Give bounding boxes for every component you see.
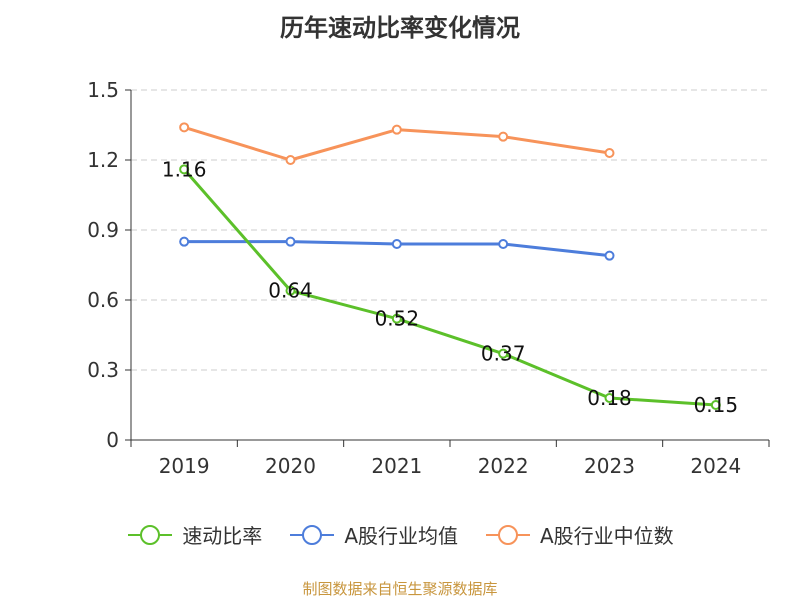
legend-marker <box>498 524 518 545</box>
data-label: 0.37 <box>481 342 526 366</box>
data-point <box>285 285 296 296</box>
x-tick-label: 2020 <box>265 454 316 478</box>
y-tick-label: 0.9 <box>87 218 119 242</box>
legend-item[interactable]: 速动比率 <box>126 520 262 549</box>
data-point <box>391 239 402 249</box>
legend-item[interactable]: A股行业中位数 <box>484 520 674 549</box>
legend: 速动比率 A股行业均值 A股行业中位数 <box>0 520 800 549</box>
legend-label: A股行业中位数 <box>540 524 674 548</box>
chart-title: 历年速动比率变化情况 <box>280 14 520 42</box>
x-tick-label: 2019 <box>159 454 210 478</box>
y-tick-label: 0.6 <box>87 288 119 312</box>
source-note: 制图数据来自恒生聚源数据库 <box>302 580 498 598</box>
legend-label: 速动比率 <box>182 524 263 548</box>
data-label: 0.15 <box>694 393 739 417</box>
legend-line-marker-icon <box>128 524 173 545</box>
series-line <box>183 168 716 407</box>
legend-label: A股行业均值 <box>344 524 458 548</box>
data-point <box>179 164 190 175</box>
data-point <box>498 348 509 359</box>
data-label: 1.16 <box>162 157 207 181</box>
y-tick-label: 1.5 <box>87 78 119 102</box>
data-point <box>604 393 615 403</box>
x-tick-label: 2022 <box>478 454 529 478</box>
data-point <box>391 124 402 135</box>
x-tick-label: 2023 <box>584 454 635 478</box>
data-point <box>179 122 190 133</box>
y-tick-label: 0 <box>106 428 119 452</box>
y-tick-label: 0.3 <box>87 358 119 382</box>
data-point <box>285 236 296 247</box>
legend-marker <box>140 524 161 545</box>
data-point <box>179 236 190 247</box>
data-point <box>604 250 615 261</box>
legend-item[interactable]: A股行业均值 <box>288 520 458 549</box>
data-point <box>710 400 721 410</box>
data-point <box>604 148 615 158</box>
data-point <box>498 239 509 249</box>
x-tick-label: 2021 <box>371 454 422 478</box>
legend-marker <box>302 524 323 545</box>
legend-line-marker-icon <box>486 524 530 545</box>
data-label: 0.64 <box>268 279 313 303</box>
data-point <box>498 131 509 142</box>
y-tick-label: 1.2 <box>87 148 119 172</box>
data-point <box>391 313 402 324</box>
data-label: 0.52 <box>375 307 420 331</box>
data-label: 0.18 <box>587 386 632 410</box>
legend-line-marker-icon <box>290 524 335 545</box>
x-tick-label: 2024 <box>690 454 741 478</box>
data-point <box>285 155 296 165</box>
